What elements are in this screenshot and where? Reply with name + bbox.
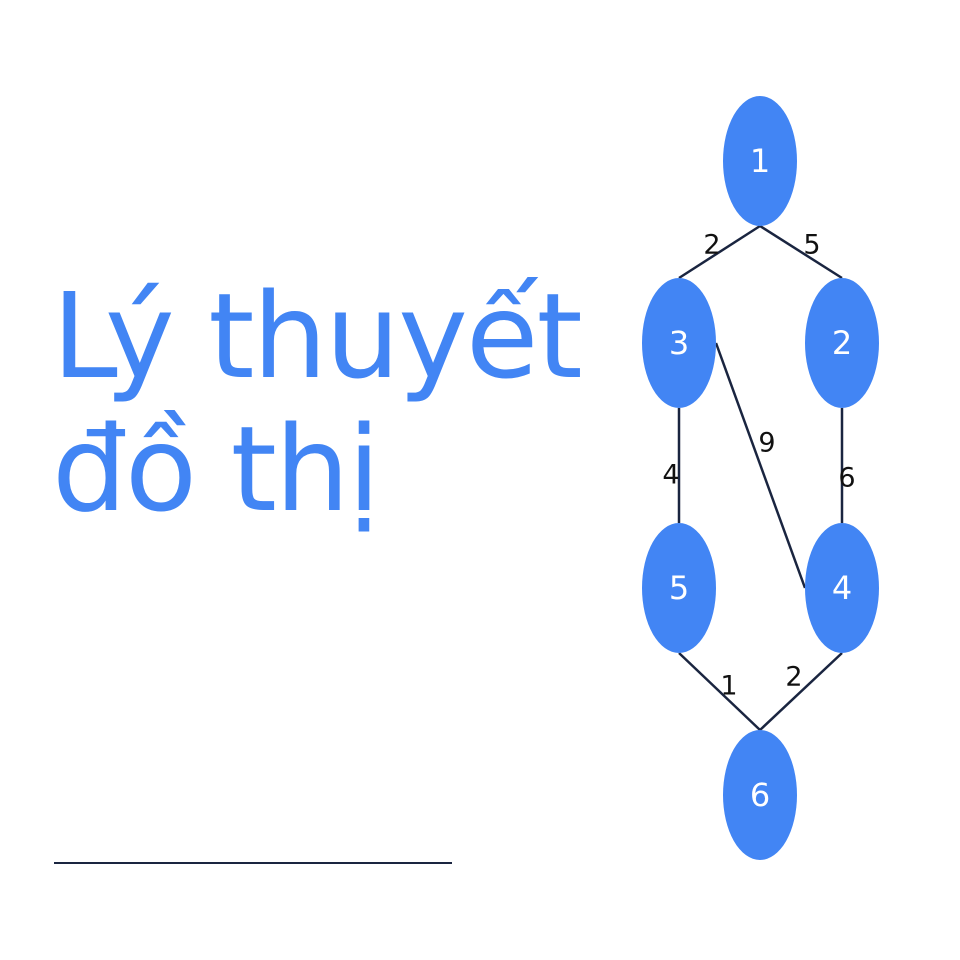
node-4 [805,523,879,653]
edge-3-4 [714,342,807,589]
node-6 [723,730,797,860]
node-5 [642,523,716,653]
edge-weight-3-4: 9 [758,428,775,459]
edge-5-6 [678,652,761,731]
title-line-1: Lý thuyết [52,267,583,405]
page-title: Lý thuyết đồ thị [52,267,583,539]
node-3 [642,278,716,408]
underline-divider [54,862,452,864]
edge-weight-1-2: 5 [803,230,820,261]
edge-weight-5-6: 1 [720,671,737,702]
graph-edges: 2 5 4 9 6 1 2 [662,224,856,731]
node-label-6: 6 [750,776,770,814]
edge-1-2 [759,224,843,280]
node-label-2: 2 [832,324,852,362]
edge-weight-4-6: 2 [785,662,802,693]
edge-weight-1-3: 2 [703,230,720,261]
node-label-1: 1 [750,142,770,180]
edge-1-3 [678,224,761,280]
title-line-2: đồ thị [52,400,380,539]
edge-4-6 [759,652,843,731]
node-label-5: 5 [669,569,689,607]
edge-weight-2-4: 6 [838,463,855,494]
edge-weight-3-5: 4 [662,460,679,491]
node-1 [723,96,797,226]
node-label-3: 3 [669,324,689,362]
node-2 [805,278,879,408]
graph-nodes: 1 3 2 5 4 6 [642,96,879,860]
node-label-4: 4 [832,569,852,607]
